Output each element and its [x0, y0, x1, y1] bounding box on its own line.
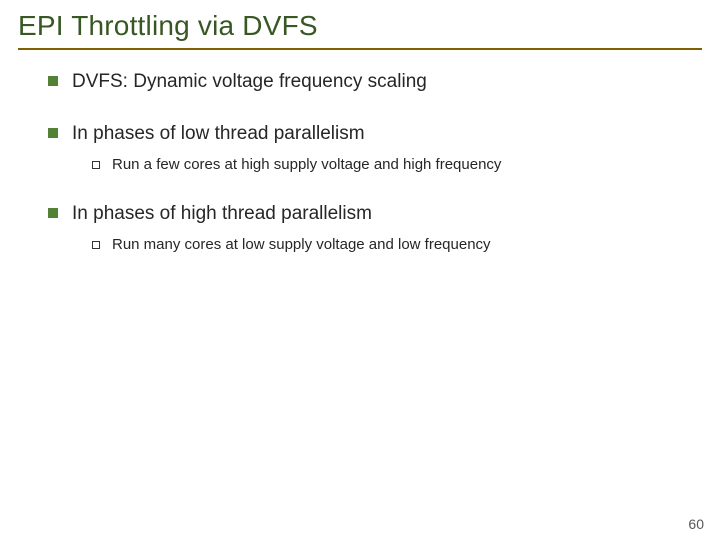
page-number: 60 [688, 516, 704, 532]
list-subitem-text: Run a few cores at high supply voltage a… [112, 156, 501, 175]
list-item: In phases of high thread parallelism [48, 202, 680, 226]
list-subitem: Run a few cores at high supply voltage a… [92, 156, 680, 175]
hollow-square-bullet-icon [92, 161, 100, 169]
list-item: In phases of low thread parallelism [48, 122, 680, 146]
slide-title: EPI Throttling via DVFS [18, 10, 702, 42]
list-item-text: In phases of high thread parallelism [72, 202, 372, 226]
slide: EPI Throttling via DVFS DVFS: Dynamic vo… [0, 0, 720, 540]
list-item: DVFS: Dynamic voltage frequency scaling [48, 70, 680, 94]
square-bullet-icon [48, 128, 58, 138]
hollow-square-bullet-icon [92, 241, 100, 249]
list-subitem-text: Run many cores at low supply voltage and… [112, 236, 491, 255]
square-bullet-icon [48, 208, 58, 218]
title-block: EPI Throttling via DVFS [0, 0, 720, 46]
square-bullet-icon [48, 76, 58, 86]
list-item-text: DVFS: Dynamic voltage frequency scaling [72, 70, 427, 94]
list-item-text: In phases of low thread parallelism [72, 122, 365, 146]
body-block: DVFS: Dynamic voltage frequency scaling … [0, 50, 720, 255]
list-subitem: Run many cores at low supply voltage and… [92, 236, 680, 255]
